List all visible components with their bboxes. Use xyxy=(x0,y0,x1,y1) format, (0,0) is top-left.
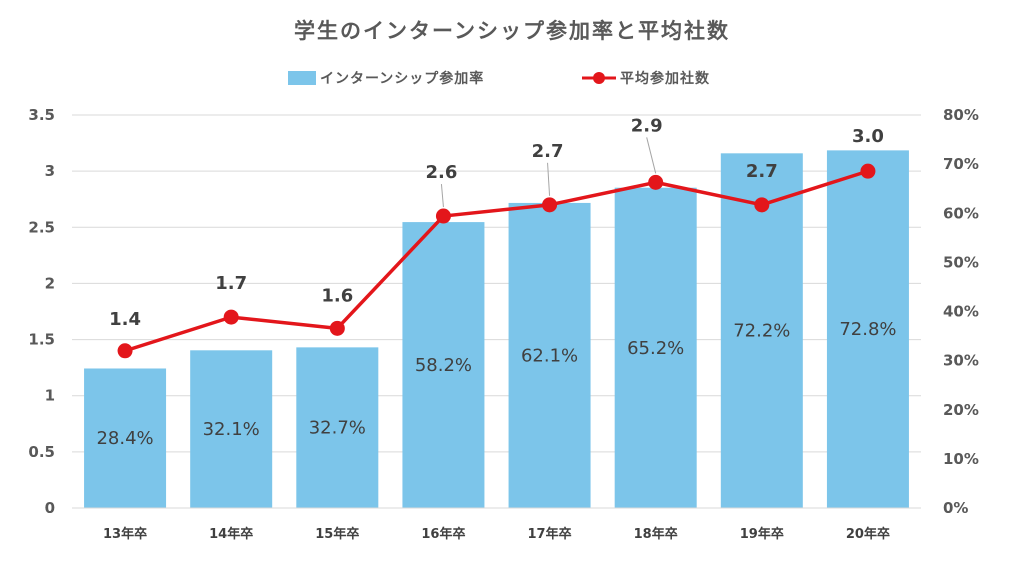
y-axis-left: 0 0.5 1 1.5 2 2.5 3 3.5 xyxy=(28,106,55,517)
bar xyxy=(614,187,697,508)
y-left-tick-label: 0.5 xyxy=(28,443,55,461)
bar-data-label: 32.1% xyxy=(203,419,260,440)
line-data-label: 3.0 xyxy=(852,126,884,147)
y-right-tick-label: 0% xyxy=(943,499,968,517)
bar-data-labels: 28.4% 32.1% 32.7% 58.2% 62.1% 65.2% 72.2% 72.8% xyxy=(96,319,896,449)
line-data-label: 2.9 xyxy=(631,115,663,136)
line-data-label: 2.7 xyxy=(746,161,778,182)
y-left-tick-label: 3 xyxy=(45,162,55,180)
bar xyxy=(720,153,803,508)
x-tick-label: 17年卒 xyxy=(528,526,572,542)
bar-data-label: 72.8% xyxy=(839,319,896,340)
y-left-tick-label: 2 xyxy=(45,274,55,292)
x-axis: 13年卒 14年卒 15年卒 16年卒 17年卒 18年卒 19年卒 20年卒 xyxy=(72,507,921,542)
legend-swatch-bar xyxy=(288,71,316,85)
line-series xyxy=(117,163,876,359)
x-tick-label: 18年卒 xyxy=(634,526,678,542)
legend: インターンシップ参加率 平均参加社数 xyxy=(288,70,710,87)
y-right-tick-label: 10% xyxy=(943,450,979,468)
bar-data-label: 28.4% xyxy=(96,428,153,449)
y-left-tick-label: 1.5 xyxy=(28,331,55,349)
line-point xyxy=(754,197,770,213)
bar-series xyxy=(84,150,909,508)
x-tick-label: 16年卒 xyxy=(421,526,465,542)
y-right-tick-label: 30% xyxy=(943,352,979,370)
y-left-tick-label: 3.5 xyxy=(28,106,55,124)
legend-swatch-marker xyxy=(593,72,605,84)
leader-line xyxy=(547,162,551,196)
bar-data-label: 58.2% xyxy=(415,355,472,376)
line-point xyxy=(329,320,345,336)
y-right-tick-label: 20% xyxy=(943,401,979,419)
x-tick-label: 14年卒 xyxy=(209,526,253,542)
legend-label-line: 平均参加社数 xyxy=(620,70,710,87)
leader-lines xyxy=(440,137,657,208)
line-point xyxy=(435,208,451,224)
line-data-label: 1.6 xyxy=(321,285,353,306)
legend-label-bar: インターンシップ参加率 xyxy=(320,70,484,87)
bar xyxy=(508,202,591,508)
line-point xyxy=(542,197,558,213)
x-tick-label: 13年卒 xyxy=(103,526,147,542)
line-data-label: 1.4 xyxy=(109,309,141,330)
line-data-label: 2.7 xyxy=(532,141,564,162)
line-data-label: 2.6 xyxy=(425,162,457,183)
bar-data-label: 62.1% xyxy=(521,345,578,366)
leader-line xyxy=(440,184,444,208)
chart-title: 学生のインターンシップ参加率と平均社数 xyxy=(294,19,730,43)
y-left-tick-label: 1 xyxy=(45,387,55,405)
y-right-tick-label: 40% xyxy=(943,303,979,321)
y-right-tick-label: 70% xyxy=(943,155,979,173)
line-data-labels: 1.4 1.7 1.6 2.6 2.7 2.9 2.7 3.0 xyxy=(109,115,884,329)
y-left-tick-label: 0 xyxy=(45,499,55,517)
x-tick-label: 19年卒 xyxy=(740,526,784,542)
bar xyxy=(296,347,379,508)
line-point xyxy=(223,309,239,325)
bar-data-label: 72.2% xyxy=(733,321,790,342)
bar xyxy=(402,222,485,508)
x-tick-label: 20年卒 xyxy=(846,526,890,542)
bar xyxy=(826,150,909,508)
y-right-tick-label: 50% xyxy=(943,253,979,271)
bar xyxy=(190,350,273,508)
series-line xyxy=(124,169,869,353)
line-point xyxy=(648,174,664,190)
y-right-tick-label: 80% xyxy=(943,106,979,124)
y-axis-right: 0% 10% 20% 30% 40% 50% 60% 70% 80% xyxy=(943,106,979,517)
line-point xyxy=(117,343,133,359)
bar-data-label: 32.7% xyxy=(309,418,366,439)
bar-data-label: 65.2% xyxy=(627,338,684,359)
leader-line xyxy=(646,137,657,174)
x-tick-label: 15年卒 xyxy=(315,526,359,542)
line-point xyxy=(860,163,876,179)
bar xyxy=(84,368,167,508)
y-left-tick-label: 2.5 xyxy=(28,218,55,236)
line-data-label: 1.7 xyxy=(215,273,247,294)
y-right-tick-label: 60% xyxy=(943,204,979,222)
